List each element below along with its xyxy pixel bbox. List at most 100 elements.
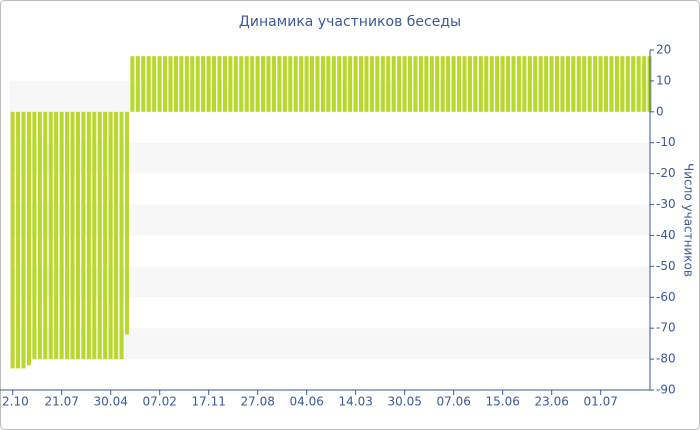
bar xyxy=(54,111,59,360)
bar xyxy=(506,56,511,112)
bar xyxy=(32,111,37,360)
x-tick-label: 23.06 xyxy=(534,395,568,409)
bar xyxy=(446,56,451,112)
bar xyxy=(429,56,434,112)
x-tick-label: 2.10 xyxy=(2,395,29,409)
bar xyxy=(190,56,195,112)
bar xyxy=(527,56,532,112)
bar xyxy=(271,56,276,112)
y-tick-label: -60 xyxy=(656,290,676,304)
x-tick-label: 21.07 xyxy=(45,395,79,409)
bar xyxy=(631,56,636,112)
bar xyxy=(201,56,206,112)
bar xyxy=(92,111,97,360)
bar xyxy=(168,56,173,112)
bar xyxy=(135,56,140,112)
bar xyxy=(250,56,255,112)
bar xyxy=(141,56,146,112)
bar xyxy=(451,56,456,112)
x-tick-label: 15.06 xyxy=(486,395,520,409)
bar xyxy=(593,56,598,112)
bar xyxy=(609,56,614,112)
y-tick-label: 0 xyxy=(656,104,664,118)
bar xyxy=(560,56,565,112)
bar xyxy=(538,56,543,112)
bar xyxy=(478,56,483,112)
bar xyxy=(397,56,402,112)
bar xyxy=(435,56,440,112)
bar xyxy=(195,56,200,112)
bar xyxy=(152,56,157,112)
y-tick-label: -70 xyxy=(656,321,676,335)
y-tick-label: -20 xyxy=(656,166,676,180)
bar xyxy=(173,56,178,112)
bar xyxy=(576,56,581,112)
bar xyxy=(353,56,358,112)
bar xyxy=(408,56,413,112)
bar xyxy=(114,111,119,360)
bar xyxy=(157,56,162,112)
bar xyxy=(489,56,494,112)
y-tick-label: 10 xyxy=(656,73,671,87)
x-tick-label: 14.03 xyxy=(339,395,373,409)
bar xyxy=(288,56,293,112)
bar xyxy=(364,56,369,112)
bar xyxy=(119,111,124,360)
y-tick-label: -90 xyxy=(656,383,676,397)
bar xyxy=(625,56,630,112)
y-axis-title: Число участников xyxy=(682,163,696,277)
bar xyxy=(293,56,298,112)
bar xyxy=(81,111,86,360)
bar xyxy=(342,56,347,112)
bar xyxy=(103,111,108,360)
bar xyxy=(255,56,260,112)
bar xyxy=(636,56,641,112)
bar xyxy=(544,56,549,112)
y-tick-label: -40 xyxy=(656,228,676,242)
y-tick-label: -50 xyxy=(656,259,676,273)
bar xyxy=(549,56,554,112)
bar xyxy=(462,56,467,112)
bar xyxy=(511,56,516,112)
bar xyxy=(304,56,309,112)
bar xyxy=(86,111,91,360)
bar xyxy=(582,56,587,112)
bar xyxy=(380,56,385,112)
bar xyxy=(369,56,374,112)
x-tick-label: 01.07 xyxy=(583,395,617,409)
y-tick-label: -10 xyxy=(656,135,676,149)
bar xyxy=(418,56,423,112)
bar xyxy=(212,56,217,112)
bar xyxy=(108,111,113,360)
bar xyxy=(331,56,336,112)
bar xyxy=(642,56,647,112)
bar xyxy=(326,56,331,112)
bar xyxy=(555,56,560,112)
bar xyxy=(500,56,505,112)
bar xyxy=(239,56,244,112)
bar xyxy=(179,56,184,112)
bar xyxy=(348,56,353,112)
bar xyxy=(10,111,15,369)
bar xyxy=(37,111,42,360)
bar xyxy=(65,111,70,360)
bar xyxy=(495,56,500,112)
bar xyxy=(320,56,325,112)
bar xyxy=(244,56,249,112)
bar xyxy=(277,56,282,112)
bar xyxy=(163,56,168,112)
x-tick-label: 30.05 xyxy=(388,395,422,409)
bar xyxy=(21,111,26,369)
bar xyxy=(391,56,396,112)
bar xyxy=(70,111,75,360)
bar xyxy=(48,111,53,360)
bar xyxy=(457,56,462,112)
bar xyxy=(467,56,472,112)
bar xyxy=(206,56,211,112)
chart-title: Динамика участников беседы xyxy=(239,14,461,30)
bar xyxy=(565,56,570,112)
bar xyxy=(614,56,619,112)
bar xyxy=(299,56,304,112)
bar xyxy=(598,56,603,112)
